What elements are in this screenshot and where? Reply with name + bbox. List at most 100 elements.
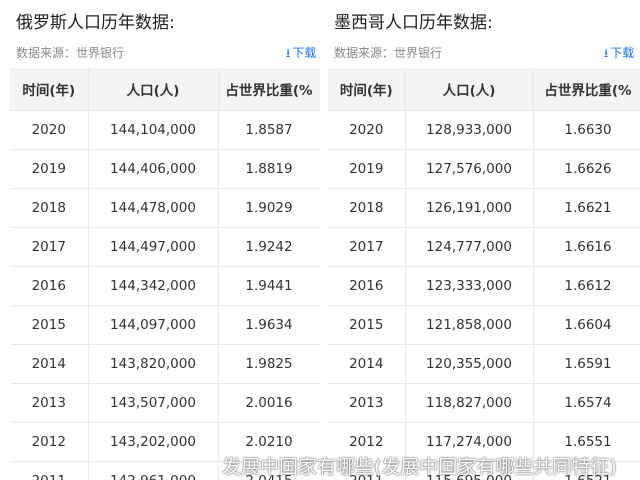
table-cell: 1.9825 xyxy=(218,344,320,384)
table-row: 2012 117,274,000 1.6551 xyxy=(328,422,640,462)
table-cell: 1.9242 xyxy=(218,227,320,267)
table-row: 2018 126,191,000 1.6621 xyxy=(328,188,640,228)
table-cell: 2016 xyxy=(328,266,406,306)
table-cell: 1.6591 xyxy=(533,344,640,384)
column-header: 占世界比重(% xyxy=(533,68,640,111)
table-cell: 128,933,000 xyxy=(405,110,534,150)
table-row: 2012 143,202,000 2.0210 xyxy=(10,422,320,462)
table-cell: 127,576,000 xyxy=(405,149,534,189)
download-link[interactable]: 下载 xyxy=(286,44,316,65)
panel-title: 俄罗斯人口历年数据: xyxy=(16,13,175,33)
table-cell: 143,507,000 xyxy=(88,383,219,423)
table-row: 2016 123,333,000 1.6612 xyxy=(328,266,640,306)
table-row: 2017 124,777,000 1.6616 xyxy=(328,227,640,267)
table-cell: 1.9441 xyxy=(218,266,320,306)
data-source: 数据来源：世界银行 xyxy=(334,46,443,60)
table-cell: 1.6621 xyxy=(533,188,640,228)
table-cell: 1.9029 xyxy=(218,188,320,228)
table-cell: 144,478,000 xyxy=(88,188,219,228)
table-row: 2015 121,858,000 1.6604 xyxy=(328,305,640,345)
table-row: 2013 118,827,000 1.6574 xyxy=(328,383,640,423)
table-cell: 1.6616 xyxy=(533,227,640,267)
header-row: 时间(年) 人口(人) 占世界比重(% xyxy=(10,68,320,111)
table-cell: 2015 xyxy=(10,305,89,345)
table-cell: 2019 xyxy=(10,149,89,189)
table-cell: 2019 xyxy=(328,149,406,189)
table-cell: 2018 xyxy=(328,188,406,228)
table-cell: 2012 xyxy=(328,422,406,462)
table-cell: 1.6630 xyxy=(533,110,640,150)
table-row: 2017 144,497,000 1.9242 xyxy=(10,227,320,267)
table-cell: 2020 xyxy=(328,110,406,150)
table-row: 2013 143,507,000 2.0016 xyxy=(10,383,320,423)
table-cell: 115,695,000 xyxy=(405,461,534,480)
table-row: 2016 144,342,000 1.9441 xyxy=(10,266,320,306)
table-cell: 144,097,000 xyxy=(88,305,219,345)
table-cell: 118,827,000 xyxy=(405,383,534,423)
table-cell: 1.6521 xyxy=(533,461,640,480)
table-cell: 2014 xyxy=(328,344,406,384)
table-cell: 2020 xyxy=(10,110,89,150)
table-cell: 2015 xyxy=(328,305,406,345)
table-panel: 俄罗斯人口历年数据:数据来源：世界银行下载时间(年)人口(人)占世界比重(%20… xyxy=(10,0,320,480)
table-row: 2020 144,104,000 1.8587 xyxy=(10,110,320,150)
table-cell: 1.6551 xyxy=(533,422,640,462)
table-cell: 2013 xyxy=(328,383,406,423)
column-header: 占世界比重(% xyxy=(218,68,320,111)
table-cell: 143,820,000 xyxy=(88,344,219,384)
header-row: 时间(年) 人口(人) 占世界比重(% xyxy=(328,68,640,111)
table-cell: 2014 xyxy=(10,344,89,384)
table-cell: 1.6612 xyxy=(533,266,640,306)
table-cell: 142,961,000 xyxy=(88,461,219,480)
table-cell: 1.6604 xyxy=(533,305,640,345)
table-cell: 117,274,000 xyxy=(405,422,534,462)
table-row: 2014 143,820,000 1.9825 xyxy=(10,344,320,384)
data-table: 时间(年) 人口(人) 占世界比重(% 2020 144,104,000 1.8587 20… xyxy=(10,68,320,480)
data-table: 时间(年) 人口(人) 占世界比重(% 2020 128,933,000 1.6630 20… xyxy=(328,68,640,480)
table-cell: 143,202,000 xyxy=(88,422,219,462)
table-cell: 126,191,000 xyxy=(405,188,534,228)
table-cell: 2016 xyxy=(10,266,89,306)
table-cell: 2011 xyxy=(328,461,406,480)
table-cell: 144,497,000 xyxy=(88,227,219,267)
table-row: 2015 144,097,000 1.9634 xyxy=(10,305,320,345)
panel-title: 墨西哥人口历年数据: xyxy=(334,13,493,33)
table-cell: 2012 xyxy=(10,422,89,462)
table-row: 2018 144,478,000 1.9029 xyxy=(10,188,320,228)
table-cell: 1.9634 xyxy=(218,305,320,345)
download-link[interactable]: 下载 xyxy=(604,44,634,65)
table-cell: 1.6626 xyxy=(533,149,640,189)
column-header: 人口(人) xyxy=(405,68,534,111)
table-cell: 144,406,000 xyxy=(88,149,219,189)
table-cell: 2.0210 xyxy=(218,422,320,462)
table-row: 2019 127,576,000 1.6626 xyxy=(328,149,640,189)
column-header: 时间(年) xyxy=(328,68,406,111)
table-row: 2019 144,406,000 1.8819 xyxy=(10,149,320,189)
table-cell: 2018 xyxy=(10,188,89,228)
watermark: 发展中国家有哪些(发展中国家有哪些共同特征) xyxy=(222,456,617,478)
table-cell: 121,858,000 xyxy=(405,305,534,345)
table-cell: 2017 xyxy=(328,227,406,267)
table-row: 2014 120,355,000 1.6591 xyxy=(328,344,640,384)
data-source: 数据来源：世界银行 xyxy=(16,46,125,60)
table-cell: 144,104,000 xyxy=(88,110,219,150)
table-cell: 2.0016 xyxy=(218,383,320,423)
table-cell: 2017 xyxy=(10,227,89,267)
table-panel: 墨西哥人口历年数据:数据来源：世界银行下载时间(年)人口(人)占世界比重(%20… xyxy=(328,0,640,480)
table-row: 2020 128,933,000 1.6630 xyxy=(328,110,640,150)
table-cell: 144,342,000 xyxy=(88,266,219,306)
table-cell: 2013 xyxy=(10,383,89,423)
table-cell: 1.6574 xyxy=(533,383,640,423)
table-cell: 1.8819 xyxy=(218,149,320,189)
table-cell: 2011 xyxy=(10,461,89,480)
table-cell: 123,333,000 xyxy=(405,266,534,306)
column-header: 时间(年) xyxy=(10,68,89,111)
table-cell: 2.0415 xyxy=(218,461,320,480)
table-cell: 120,355,000 xyxy=(405,344,534,384)
table-cell: 124,777,000 xyxy=(405,227,534,267)
column-header: 人口(人) xyxy=(88,68,219,111)
table-cell: 1.8587 xyxy=(218,110,320,150)
